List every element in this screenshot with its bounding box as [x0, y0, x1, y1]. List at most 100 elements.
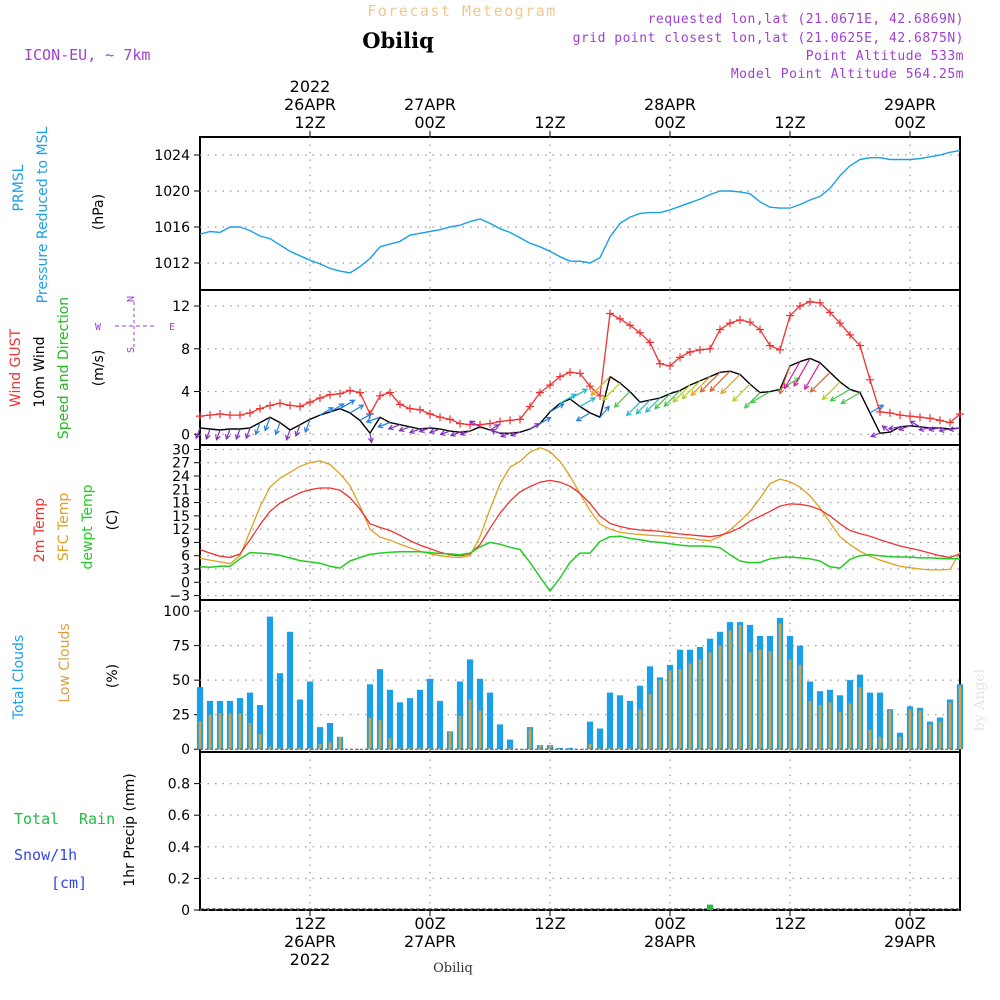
low-cloud-bar: [618, 747, 622, 750]
top-xtick-label: 29APR: [884, 95, 936, 114]
total-cloud-bar: [296, 699, 304, 750]
wind-arrow-shaft: [822, 381, 841, 400]
wind-arrow-shaft: [626, 401, 641, 416]
total-cloud-bar: [426, 678, 434, 750]
wind-gust-marker: [746, 318, 754, 327]
total-cloud-bar: [246, 692, 254, 750]
wind-direction-arrow: [539, 416, 552, 425]
total-cloud-bar: [326, 723, 334, 750]
low-cloud-bar: [398, 747, 402, 750]
total-cloud-bar: [506, 739, 514, 750]
wind-arrow-shaft: [339, 399, 355, 410]
wind-arrow-shaft: [429, 428, 441, 434]
wind-arrow-shaft: [841, 392, 861, 404]
compass-rose: N S W E: [95, 296, 175, 353]
low-cloud-bar: [738, 624, 742, 750]
bottom-xtick-label: 12Z: [534, 914, 565, 933]
wind-arrow-shaft: [349, 404, 364, 414]
wind-arrow-shaft: [732, 383, 751, 402]
wind-direction-arrow: [654, 393, 671, 410]
low-cloud-bar: [638, 709, 642, 750]
bottom-xtick-label: 29APR: [884, 932, 936, 951]
low-cloud-bar: [758, 649, 762, 750]
wind-arrow-head: [205, 433, 211, 441]
wind-arrow-head: [732, 396, 738, 402]
precip-ytick-label: 0.4: [168, 840, 190, 856]
low-cloud-bar: [608, 747, 612, 750]
wind-gust-marker: [376, 391, 384, 400]
temp-ytick-label: 24: [172, 469, 190, 485]
wind-arrow-shaft: [245, 427, 251, 439]
wind-direction-arrow: [917, 426, 931, 432]
wind-arrow-shaft: [329, 403, 344, 413]
wind-gust-marker: [916, 413, 924, 422]
temp-ytick-label: 21: [172, 482, 190, 498]
wind-arrow-shaft: [882, 425, 891, 433]
wind-direction-arrow: [804, 362, 821, 391]
wind-direction-arrow: [359, 413, 373, 421]
wind-arrow-head: [947, 426, 955, 432]
wind-direction-arrow: [793, 358, 811, 387]
wind-arrow-shaft: [590, 376, 611, 396]
wind-arrow-shaft: [709, 370, 731, 392]
total-cloud-bar: [316, 727, 324, 750]
wind-arrow-head: [909, 420, 916, 426]
total-cloud-bar: [596, 728, 604, 750]
wind-arrow-head: [254, 429, 260, 436]
wind-gust-marker: [426, 410, 434, 418]
clouds-frame: [199, 599, 961, 753]
wind-arrow-head: [366, 413, 373, 419]
wind-gust-marker: [336, 389, 344, 398]
compass-south: S: [126, 347, 137, 353]
wind-direction-arrow: [778, 365, 791, 395]
credit-watermark: by Angel: [972, 668, 988, 731]
wind-arrow-shaft: [275, 422, 281, 435]
wind-arrow-shaft: [409, 428, 421, 434]
top-xtick-label: 00Z: [654, 113, 685, 132]
low-cloud-bar: [278, 747, 282, 750]
wind-gust-marker: [836, 319, 844, 328]
low-cloud-bar: [878, 736, 882, 750]
wind-direction-arrow: [254, 422, 261, 436]
wind-gust-marker: [776, 345, 784, 354]
requested-coords: requested lon,lat (21.0671E, 42.6869N): [648, 12, 964, 27]
low-cloud-bar: [428, 747, 432, 750]
total-cloud-bar: [566, 747, 574, 750]
wind-arrow-shaft: [399, 426, 411, 432]
wind-arrow-head: [493, 424, 500, 430]
wind-arrow-head: [387, 424, 394, 431]
snow-label: Snow/1h: [14, 846, 77, 864]
wind-arrow-shaft: [614, 391, 631, 408]
top-xtick-label: 26APR: [284, 95, 336, 114]
wind-arrow-head: [235, 433, 241, 441]
low-clouds-label: Low Clouds: [57, 623, 73, 702]
top-xtick-label: 12Z: [534, 113, 565, 132]
low-cloud-bar: [808, 700, 812, 750]
low-cloud-bar: [838, 711, 842, 750]
wind-direction-arrow: [490, 428, 501, 435]
wind-gust-marker: [606, 309, 614, 318]
temp-unit: (C): [105, 510, 121, 531]
wind-arrow-head: [604, 405, 610, 412]
wind-arrow-head: [778, 388, 785, 395]
precip-ytick-label: 0.6: [168, 808, 190, 824]
wind-arrow-shaft: [549, 403, 564, 413]
wind-gust-marker: [786, 311, 794, 320]
wind-direction-arrow: [529, 423, 541, 430]
wind-arrow-head: [663, 401, 670, 407]
low-cloud-bar: [448, 731, 452, 750]
wind-arrow-shaft: [870, 432, 881, 437]
wind-direction-arrow: [625, 401, 641, 417]
wind-direction-arrow: [809, 371, 831, 393]
wind-arrow-head: [581, 388, 588, 394]
low-cloud-bar: [288, 747, 292, 750]
low-cloud-bar: [848, 703, 852, 750]
wind-arrow-head: [439, 430, 446, 436]
wind-ytick-label: 0: [181, 427, 190, 443]
wind-gust-marker: [206, 411, 214, 420]
total-cloud-bar: [306, 681, 314, 750]
wind-arrow-head: [418, 427, 425, 433]
wind-gust-marker: [656, 359, 664, 368]
total-cloud-bar: [606, 692, 614, 750]
wind-arrow-shaft: [366, 416, 381, 423]
